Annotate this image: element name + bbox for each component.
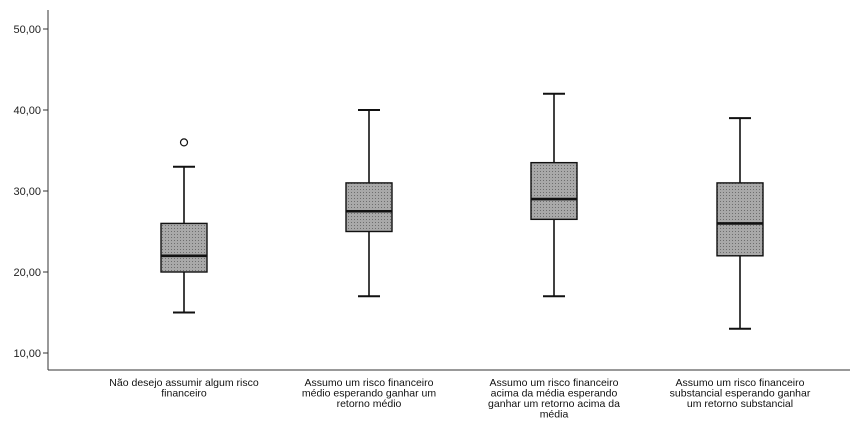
category-label-line: Assumo um risco financeiro — [676, 377, 805, 389]
category-label-line: ganhar um retorno acima da — [488, 398, 620, 410]
box-group-1 — [160, 138, 208, 314]
category-label-line: acima da média esperando — [491, 388, 618, 400]
category-label-line: médio esperando ganhar um — [302, 388, 437, 400]
iqr-box — [716, 182, 764, 257]
category-label-2: Assumo um risco financeiro médio esperand… — [302, 377, 437, 410]
axes: 10,00 20,00 30,00 40,00 50,00 — [13, 10, 850, 371]
boxes — [160, 92, 764, 330]
y-tick-label: 50,00 — [13, 24, 41, 36]
category-label-line: Não desejo assumir algum risco — [109, 377, 259, 389]
iqr-box — [160, 222, 208, 273]
category-label-line: um retorno substancial — [687, 398, 793, 410]
outlier-point — [179, 138, 189, 147]
iqr-box — [530, 161, 578, 221]
category-label-line: média — [540, 409, 569, 421]
category-label-line: Assumo um risco financeiro — [490, 377, 619, 389]
y-tick-label: 40,00 — [13, 105, 41, 117]
y-tick-label: 20,00 — [13, 267, 41, 279]
category-labels: Não desejo assumir algum risco financeiro… — [109, 377, 811, 421]
y-tick-label: 30,00 — [13, 186, 41, 198]
y-tick-label: 10,00 — [13, 348, 41, 360]
category-label-line: financeiro — [161, 388, 207, 400]
category-label-1: Não desejo assumir algum risco financeiro — [109, 377, 259, 400]
category-label-line: Assumo um risco financeiro — [305, 377, 434, 389]
box-group-4 — [716, 117, 764, 330]
category-label-4: Assumo um risco financeiro substancial es… — [670, 377, 811, 410]
iqr-box — [345, 182, 393, 233]
box-group-3 — [530, 92, 578, 298]
category-label-line: retorno médio — [337, 398, 402, 410]
box-group-2 — [345, 109, 393, 298]
category-label-3: Assumo um risco financeiro acima da média… — [488, 377, 620, 421]
category-label-line: substancial esperando ganhar — [670, 388, 811, 400]
